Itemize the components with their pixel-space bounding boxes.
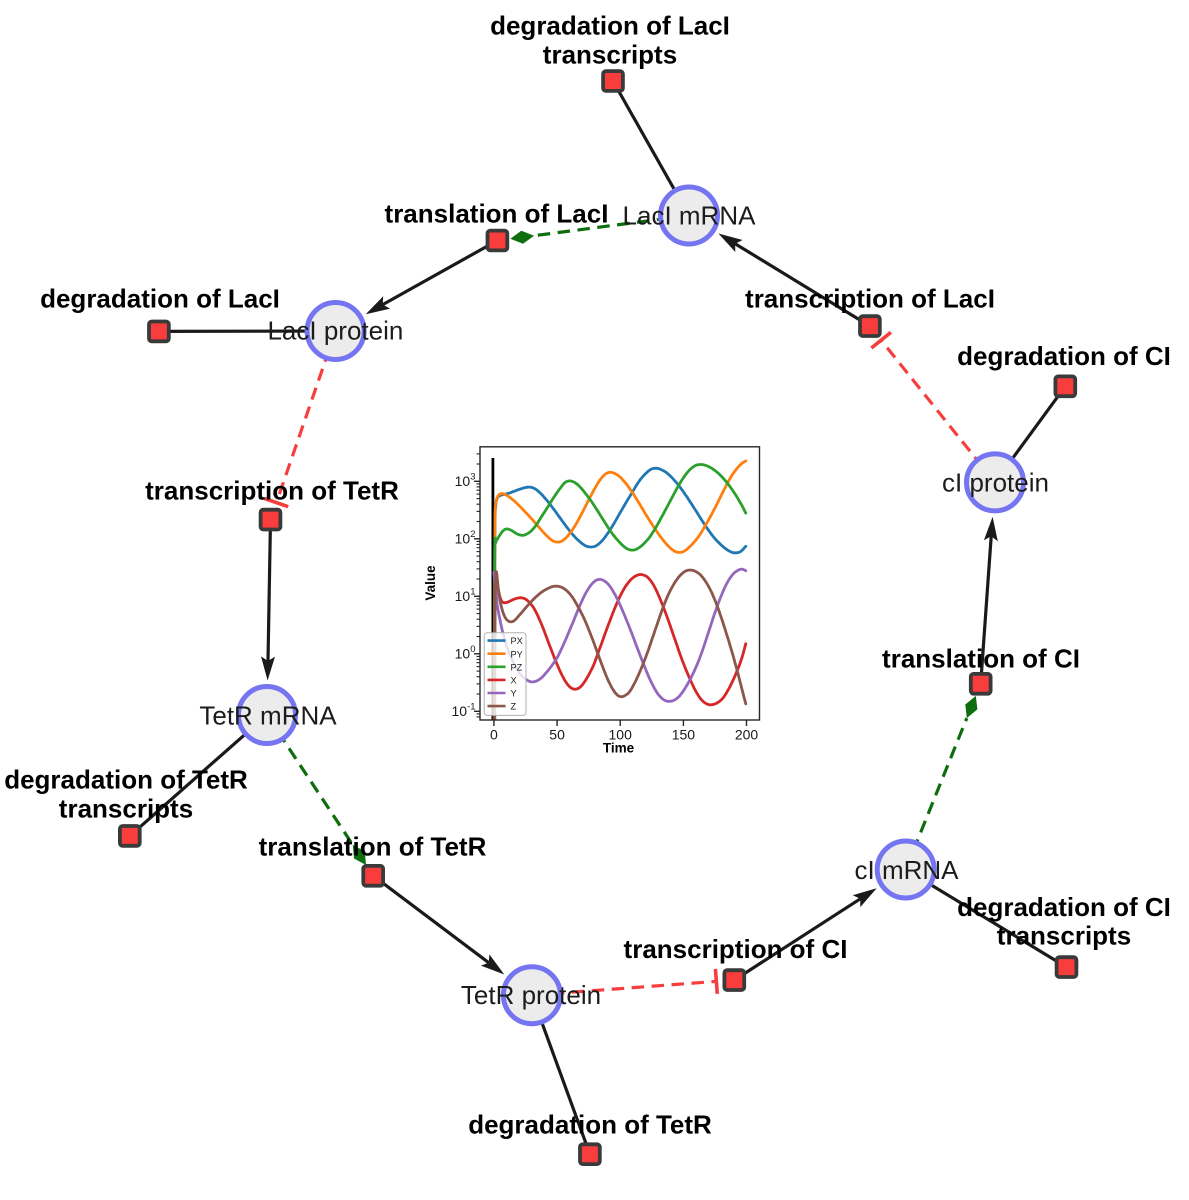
svg-text:translation of TetR: translation of TetR xyxy=(259,832,487,862)
svg-text:Y: Y xyxy=(511,689,517,699)
svg-text:150: 150 xyxy=(672,727,696,743)
svg-text:transcripts: transcripts xyxy=(997,921,1131,951)
svg-text:100: 100 xyxy=(609,727,633,743)
svg-text:TetR protein: TetR protein xyxy=(461,980,601,1010)
svg-text:PX: PX xyxy=(511,636,523,646)
svg-text:LacI mRNA: LacI mRNA xyxy=(623,201,757,231)
svg-text:50: 50 xyxy=(549,727,565,743)
svg-text:transcription of CI: transcription of CI xyxy=(624,934,848,964)
svg-text:translation of LacI: translation of LacI xyxy=(385,199,609,229)
svg-text:cI mRNA: cI mRNA xyxy=(855,855,960,885)
svg-text:transcription of TetR: transcription of TetR xyxy=(145,476,399,506)
svg-text:PY: PY xyxy=(511,649,523,659)
svg-text:LacI protein: LacI protein xyxy=(267,316,403,346)
svg-text:Z: Z xyxy=(511,702,517,712)
svg-text:degradation of LacI: degradation of LacI xyxy=(490,11,730,41)
svg-text:0: 0 xyxy=(490,727,498,743)
svg-text:cI protein: cI protein xyxy=(942,468,1049,498)
svg-text:PZ: PZ xyxy=(511,662,523,672)
svg-text:Time: Time xyxy=(603,741,635,756)
svg-text:transcripts: transcripts xyxy=(543,40,677,70)
svg-text:degradation of TetR: degradation of TetR xyxy=(468,1110,712,1140)
svg-text:Value: Value xyxy=(423,565,438,601)
svg-text:transcription of LacI: transcription of LacI xyxy=(745,284,995,314)
svg-text:200: 200 xyxy=(735,727,759,743)
svg-text:degradation of CI: degradation of CI xyxy=(957,892,1171,922)
svg-text:degradation of TetR: degradation of TetR xyxy=(4,765,248,795)
svg-text:X: X xyxy=(511,676,517,686)
svg-text:TetR mRNA: TetR mRNA xyxy=(199,700,337,730)
svg-text:degradation of CI: degradation of CI xyxy=(957,341,1171,371)
svg-text:transcripts: transcripts xyxy=(59,794,193,824)
svg-text:degradation of LacI: degradation of LacI xyxy=(40,284,280,314)
svg-text:translation of CI: translation of CI xyxy=(882,644,1080,674)
